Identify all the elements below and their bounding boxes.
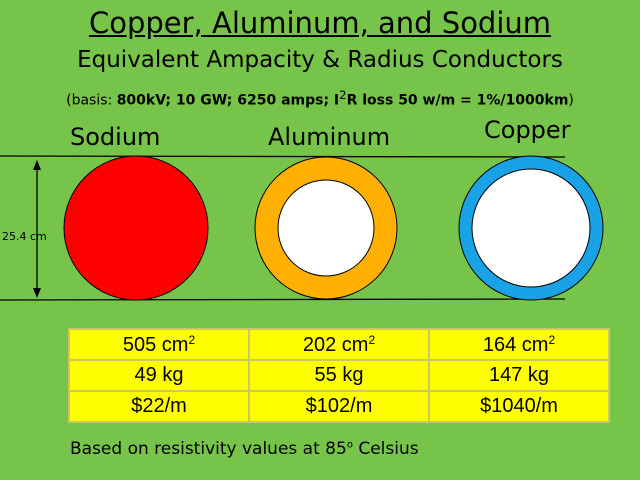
dimension-arrow-bottom — [33, 288, 41, 298]
table-row-area: 505 cm2 202 cm2 164 cm2 — [68, 328, 610, 361]
basis-prefix: (basis: — [66, 92, 117, 109]
mass-copper: 147 kg — [428, 359, 610, 392]
cost-sodium: $22/m — [68, 390, 250, 423]
mass-aluminum: 55 kg — [248, 359, 430, 392]
copper-core — [471, 168, 591, 288]
table-row-mass: 49 kg 55 kg 147 kg — [68, 359, 610, 392]
label-copper: Copper — [484, 116, 571, 144]
footnote-degree: o — [346, 439, 353, 451]
table-row-cost: $22/m $102/m $1040/m — [68, 390, 610, 423]
footnote: Based on resistivity values at 85o Celsi… — [70, 439, 419, 459]
area-unit: cm — [161, 333, 189, 356]
basis-sup: 2 — [339, 88, 347, 102]
basis-note: (basis: 800kV; 10 GW; 6250 amps; I2R los… — [0, 88, 640, 109]
properties-table: 505 cm2 202 cm2 164 cm2 49 kg 55 kg 147 … — [68, 328, 610, 423]
diameter-label: 25.4 cm — [2, 230, 47, 243]
area-sup: 2 — [188, 332, 196, 347]
area-value: 164 — [482, 333, 517, 356]
slide-subtitle: Equivalent Ampacity & Radius Conductors — [77, 47, 563, 73]
dimension-arrow-top — [33, 160, 41, 170]
area-sup: 2 — [368, 332, 376, 347]
basis-suffix: ) — [568, 92, 574, 109]
aluminum-core — [277, 179, 375, 277]
area-copper: 164 cm2 — [428, 328, 610, 361]
cost-copper: $1040/m — [428, 390, 610, 423]
footnote-text: Based on resistivity values at 85 — [70, 439, 347, 459]
sodium-conductor — [63, 155, 209, 301]
basis-bold-1: 800kV; 10 GW; 6250 amps; I — [116, 92, 340, 109]
label-aluminum: Aluminum — [268, 123, 391, 151]
slide-title: Copper, Aluminum, and Sodium — [88, 6, 552, 40]
area-sup: 2 — [548, 332, 556, 347]
mass-sodium: 49 kg — [68, 359, 250, 392]
area-unit: cm — [341, 333, 369, 356]
area-aluminum: 202 cm2 — [248, 328, 430, 361]
cost-aluminum: $102/m — [248, 390, 430, 423]
footnote-text-end: Celsius — [352, 439, 419, 459]
area-value: 505 — [122, 333, 157, 356]
bottom-reference-line — [0, 298, 566, 301]
area-unit: cm — [521, 333, 549, 356]
basis-bold-2: R loss 50 w/m = 1%/1000km — [346, 92, 569, 109]
top-reference-line — [0, 155, 566, 158]
label-sodium: Sodium — [70, 123, 161, 151]
area-value: 202 — [302, 333, 337, 356]
area-sodium: 505 cm2 — [68, 328, 250, 361]
